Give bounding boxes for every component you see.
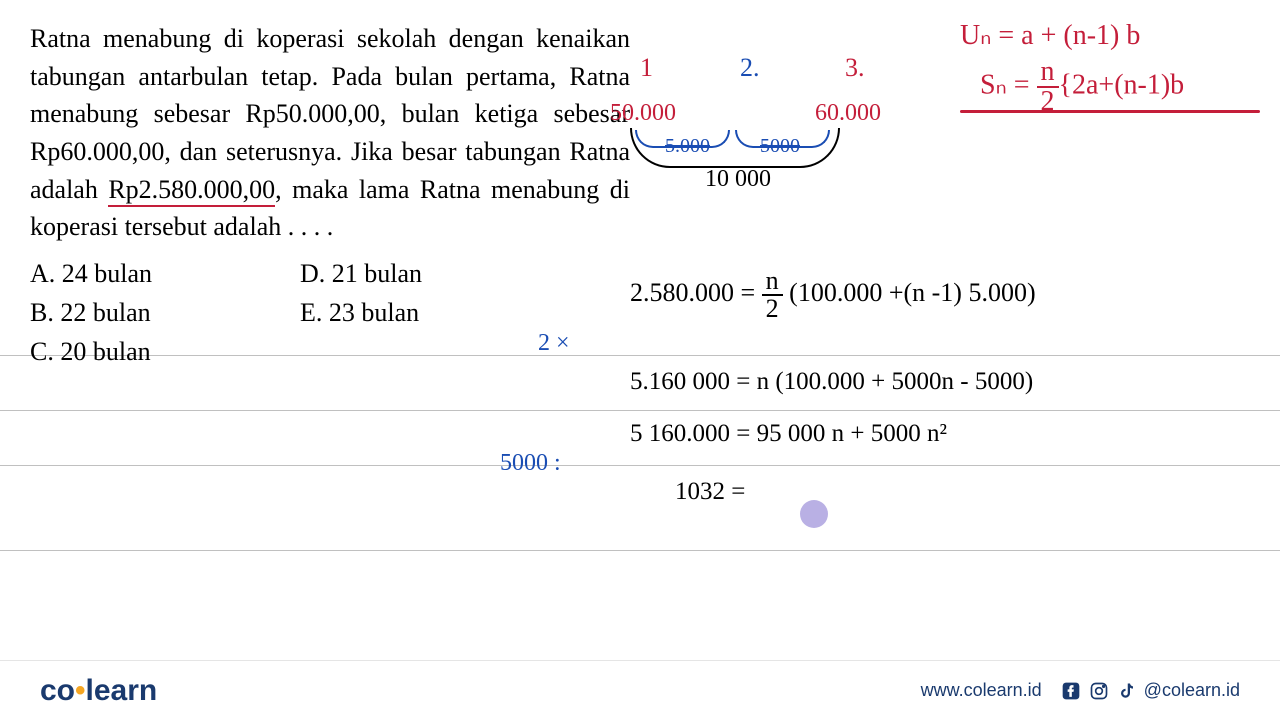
option-d: D. 21 bulan bbox=[300, 254, 570, 293]
footer-handle: @colearn.id bbox=[1144, 680, 1240, 701]
option-c: C. 20 bulan bbox=[30, 332, 300, 371]
diff-5000-a: 5.000 bbox=[665, 135, 710, 158]
formula-underline bbox=[960, 110, 1260, 113]
equation-1: 2.580.000 = n2 (100.000 +(n -1) 5.000) bbox=[630, 268, 1036, 322]
question-block: Ratna menabung di koperasi sekolah denga… bbox=[30, 20, 630, 371]
footer: co•learn www.colearn.id @colearn.id bbox=[0, 660, 1280, 720]
div-5000: 5000 : bbox=[500, 450, 561, 477]
equation-2: 5.160 000 = n (100.000 + 5000n - 5000) bbox=[630, 368, 1033, 396]
formula-sn: Sₙ = n2{2a+(n-1)b bbox=[980, 58, 1184, 116]
question-text: Ratna menabung di koperasi sekolah denga… bbox=[30, 20, 630, 246]
instagram-icon bbox=[1088, 680, 1110, 702]
facebook-icon bbox=[1060, 680, 1082, 702]
option-a: A. 24 bulan bbox=[30, 254, 300, 293]
month-3: 3. bbox=[845, 53, 865, 83]
social-icons: @colearn.id bbox=[1060, 680, 1240, 702]
diff-5000-b: 5000 bbox=[760, 135, 800, 158]
footer-right: www.colearn.id @colearn.id bbox=[921, 680, 1240, 702]
tiktok-icon bbox=[1116, 680, 1138, 702]
cursor-indicator bbox=[800, 500, 828, 528]
logo: co•learn bbox=[40, 674, 157, 708]
option-b: B. 22 bulan bbox=[30, 293, 300, 332]
footer-url: www.colearn.id bbox=[921, 680, 1042, 701]
equation-3: 5 160.000 = 95 000 n + 5000 n² bbox=[630, 420, 947, 448]
val-60000: 60.000 bbox=[815, 100, 881, 127]
handwriting-area: Uₙ = a + (n-1) b Sₙ = n2{2a+(n-1)b 1 2. … bbox=[620, 0, 1280, 720]
equation-4: 1032 = bbox=[675, 478, 745, 506]
val-50000: 50.000 bbox=[610, 100, 676, 127]
total-10000: 10 000 bbox=[705, 166, 771, 193]
mult-2x: 2 × bbox=[538, 330, 570, 357]
underlined-amount: Rp2.580.000,00 bbox=[108, 175, 275, 207]
option-e: E. 23 bulan bbox=[300, 293, 570, 332]
month-1: 1 bbox=[640, 53, 653, 83]
arc-big bbox=[630, 128, 840, 168]
formula-un: Uₙ = a + (n-1) b bbox=[960, 18, 1140, 52]
month-2: 2. bbox=[740, 53, 760, 83]
